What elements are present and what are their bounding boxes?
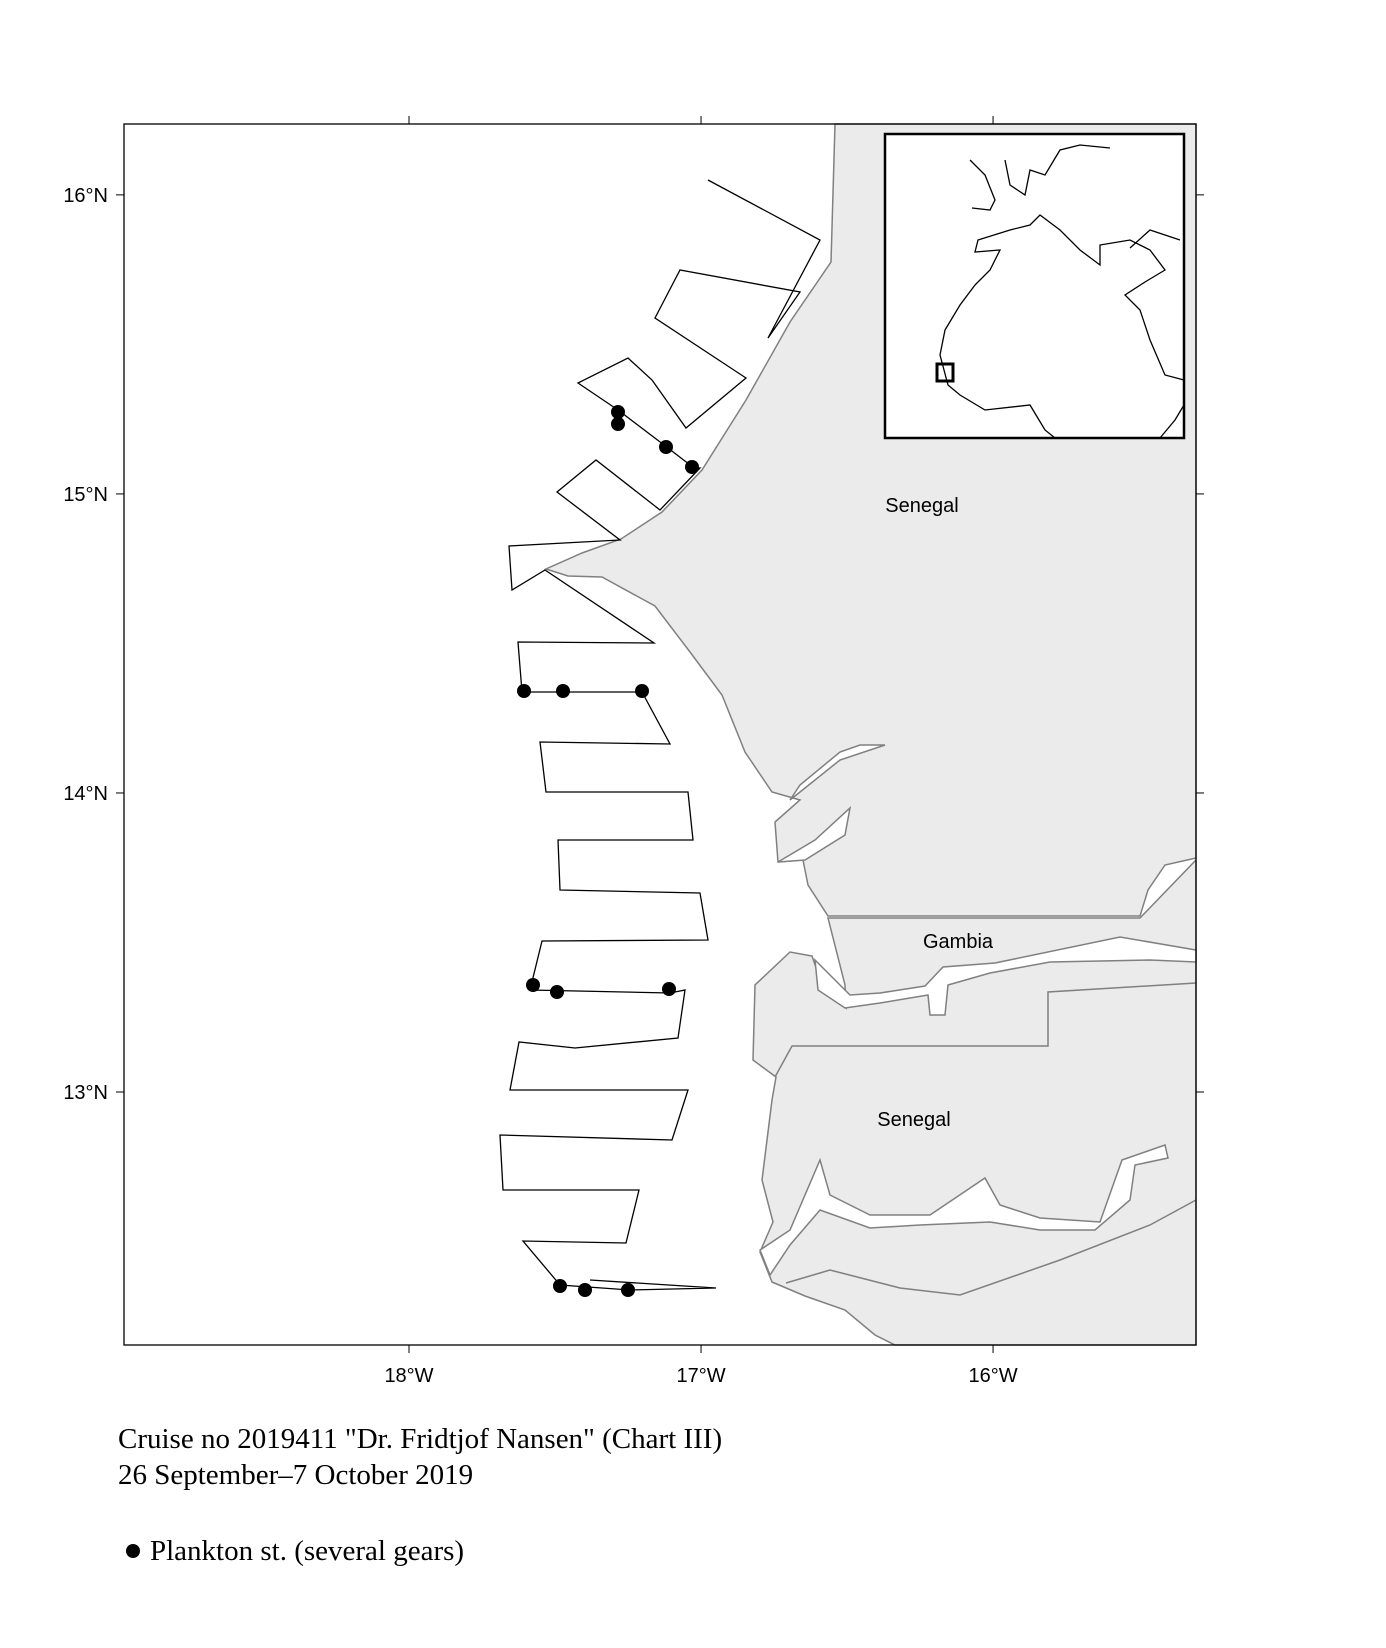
station: [553, 1279, 567, 1293]
inset-coast: [939, 144, 1185, 439]
border: [774, 982, 1197, 1078]
legend-symbol: [126, 1544, 140, 1558]
station: [526, 978, 540, 992]
station: [611, 417, 625, 431]
legend-label: Plankton st. (several gears): [150, 1535, 464, 1567]
inset-frame: [883, 132, 1186, 440]
country-label: Gambia: [923, 931, 994, 953]
casamance: [759, 1144, 1169, 1277]
x-tick-label: 16°W: [968, 1365, 1017, 1387]
gambia-river: [814, 936, 1197, 1016]
plot-frame: [123, 123, 1197, 1346]
station: [635, 684, 649, 698]
station: [578, 1283, 592, 1297]
station: [611, 405, 625, 419]
y-tick-label: 16°N: [63, 185, 108, 207]
inset: [883, 132, 1186, 440]
track-line: [499, 179, 821, 1291]
caption-line: 26 September–7 October 2019: [118, 1459, 473, 1491]
caption-line: Cruise no 2019411 "Dr. Fridtjof Nansen" …: [118, 1423, 722, 1455]
y-tick-label: 14°N: [63, 783, 108, 805]
country-label: Senegal: [885, 495, 958, 517]
station: [621, 1283, 635, 1297]
x-tick-label: 18°W: [384, 1365, 433, 1387]
country-label: Senegal: [877, 1109, 950, 1131]
stations: [517, 405, 699, 1297]
saloum: [777, 744, 886, 863]
y-tick-label: 15°N: [63, 484, 108, 506]
cruise-track: [499, 179, 821, 1291]
station: [659, 440, 673, 454]
x-tick-label: 17°W: [676, 1365, 725, 1387]
station: [556, 684, 570, 698]
border-south: [785, 1199, 1197, 1296]
station: [685, 460, 699, 474]
station: [550, 985, 564, 999]
station: [517, 684, 531, 698]
inset-locator: [935, 362, 955, 383]
station: [662, 982, 676, 996]
y-tick-label: 13°N: [63, 1082, 108, 1104]
